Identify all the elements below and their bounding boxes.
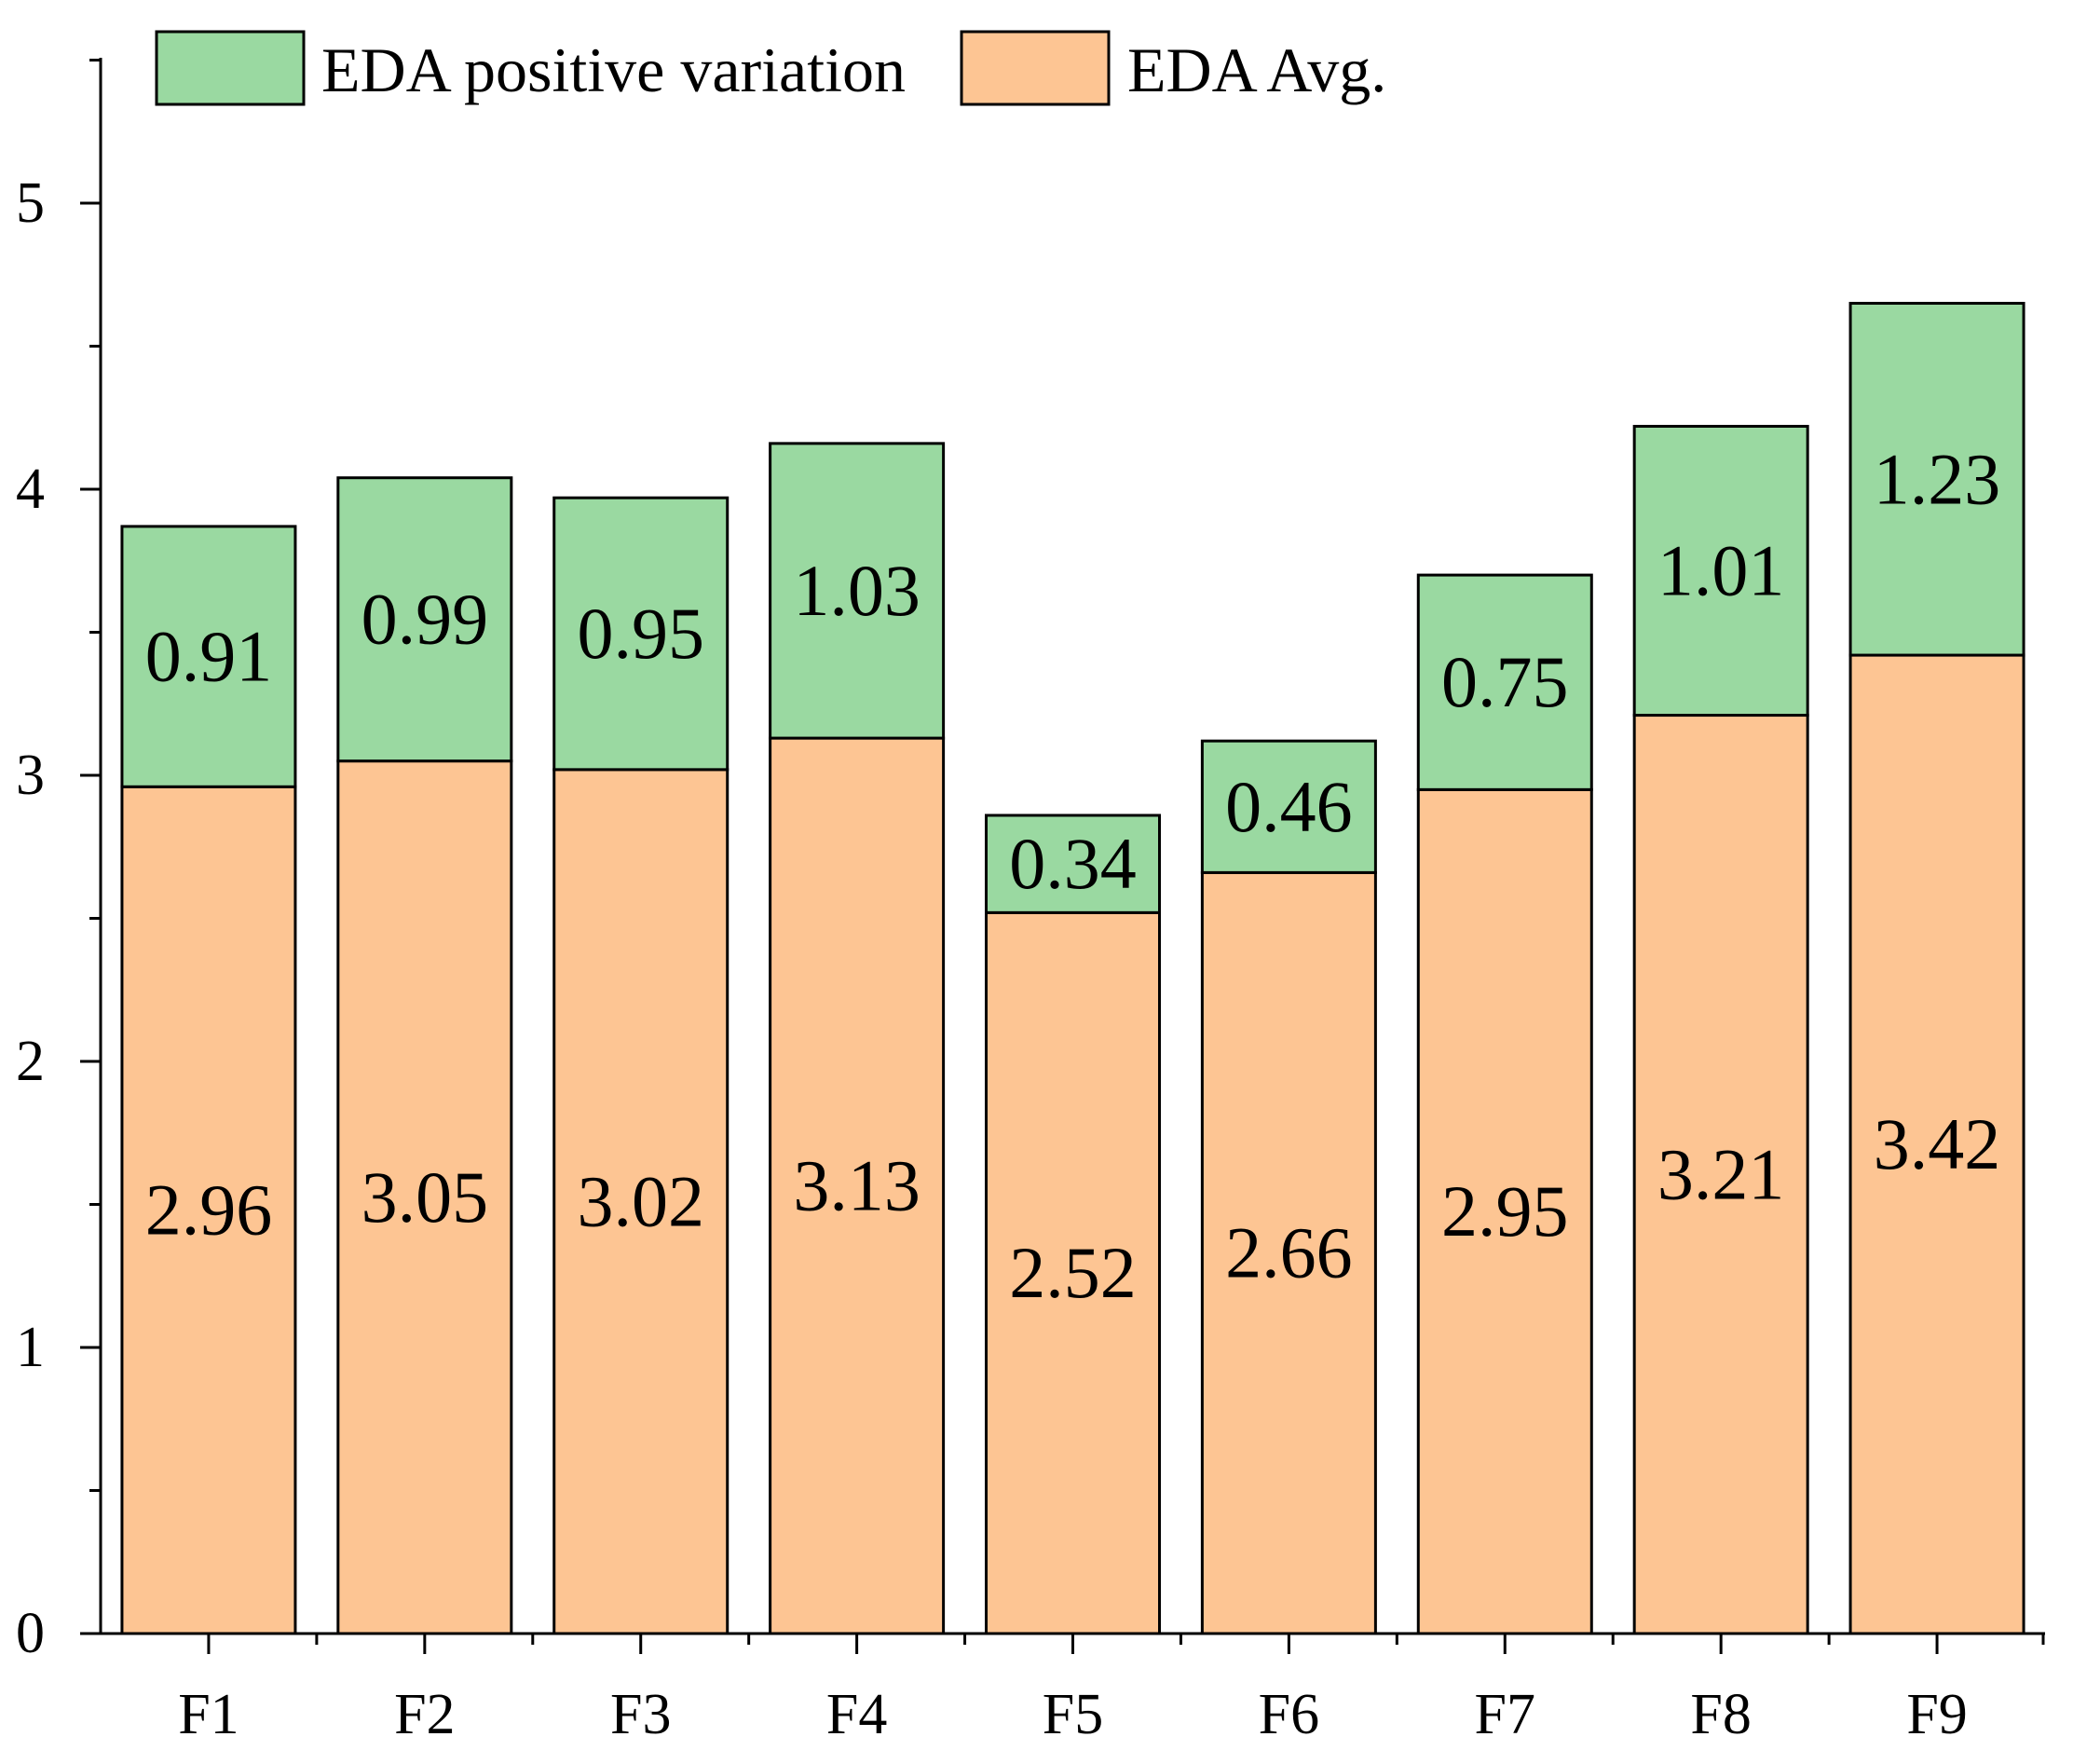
x-tick-label-f9: F9 — [1906, 1683, 1967, 1746]
bar-eda-avg-f9 — [1848, 653, 2025, 1635]
y-tick-label: 0 — [16, 1602, 45, 1665]
data-label-eda-positive-variation-f5: 0.34 — [1009, 823, 1137, 904]
x-tick-label-f8: F8 — [1690, 1683, 1751, 1746]
data-label-eda-avg-f2: 3.05 — [361, 1156, 489, 1238]
bar-group-f7: 2.95 0.75 — [1416, 573, 1593, 1635]
legend-label: EDA Avg. — [1127, 34, 1386, 105]
bar-eda-positive-variation-f6 — [1200, 739, 1377, 874]
bar-group-f4: 3.13 1.03 — [769, 442, 946, 1635]
bar-eda-positive-variation-f2 — [336, 476, 513, 763]
data-label-eda-avg-f1: 2.96 — [145, 1169, 273, 1251]
bar-group-f3: 3.02 0.95 — [552, 496, 730, 1635]
legend-swatch — [960, 30, 1111, 106]
axes-layer: 0 1 2 3 4 5 F1 F2 F3 F4 F5 F6 F7 F8 F9 — [16, 58, 2045, 1746]
y-tick-label: 2 — [16, 1030, 45, 1093]
y-tick-label: 4 — [16, 458, 45, 521]
data-label-eda-positive-variation-f9: 1.23 — [1874, 438, 2001, 519]
legend-item-eda-positive-variation: EDA positive variation — [155, 30, 906, 106]
bar-eda-positive-variation-f7 — [1416, 573, 1593, 791]
legend-swatch — [155, 30, 306, 106]
bar-group-f6: 2.66 0.46 — [1200, 739, 1377, 1635]
y-tick-label: 1 — [16, 1316, 45, 1379]
legend: EDA positive variation EDA Avg. — [155, 30, 1386, 106]
bar-eda-positive-variation-f3 — [552, 496, 730, 772]
x-tick-label-f1: F1 — [178, 1683, 239, 1746]
bar-group-f8: 3.21 1.01 — [1632, 424, 1809, 1635]
legend-item-eda-avg: EDA Avg. — [960, 30, 1386, 106]
data-label-eda-positive-variation-f3: 0.95 — [577, 593, 704, 674]
bar-group-f5: 2.52 0.34 — [985, 814, 1161, 1635]
data-label-eda-positive-variation-f7: 0.75 — [1441, 641, 1569, 722]
x-tick-label-f3: F3 — [610, 1683, 671, 1746]
x-tick-label-f5: F5 — [1043, 1683, 1103, 1746]
bar-group-f9: 3.42 1.23 — [1848, 301, 2025, 1635]
bars-layer: 2.96 0.91 3.05 0.99 3.02 0.95 3.13 1.03 2.52 0.34… — [120, 301, 2025, 1635]
legend-label: EDA positive variation — [321, 34, 906, 105]
data-label-eda-positive-variation-f2: 0.99 — [361, 579, 489, 660]
x-tick-label-f4: F4 — [826, 1683, 887, 1746]
data-label-eda-positive-variation-f6: 0.46 — [1225, 766, 1353, 847]
y-tick-label: 3 — [16, 744, 45, 807]
bar-eda-positive-variation-f9 — [1848, 301, 2025, 657]
bar-group-f1: 2.96 0.91 — [120, 525, 297, 1635]
bar-eda-positive-variation-f1 — [120, 525, 297, 788]
bar-eda-avg-f7 — [1416, 787, 1593, 1635]
data-label-eda-positive-variation-f4: 1.03 — [793, 550, 921, 631]
data-label-eda-avg-f6: 2.66 — [1225, 1212, 1353, 1293]
data-label-eda-avg-f7: 2.95 — [1441, 1170, 1569, 1251]
data-label-eda-avg-f8: 3.21 — [1657, 1133, 1785, 1214]
bar-eda-positive-variation-f8 — [1632, 424, 1809, 718]
bar-eda-avg-f1 — [120, 785, 297, 1635]
bar-eda-positive-variation-f4 — [769, 442, 946, 740]
bar-group-f2: 3.05 0.99 — [336, 476, 513, 1635]
bar-eda-avg-f3 — [552, 768, 730, 1635]
data-label-eda-positive-variation-f8: 1.01 — [1657, 529, 1785, 610]
x-tick-label-f7: F7 — [1475, 1683, 1535, 1746]
data-label-eda-avg-f5: 2.52 — [1009, 1232, 1137, 1313]
bar-eda-avg-f6 — [1200, 870, 1377, 1635]
data-label-eda-avg-f9: 3.42 — [1874, 1103, 2001, 1184]
x-tick-label-f2: F2 — [394, 1683, 455, 1746]
y-tick-label: 5 — [16, 171, 45, 235]
bar-eda-avg-f8 — [1632, 714, 1809, 1635]
data-label-eda-avg-f3: 3.02 — [577, 1160, 704, 1241]
x-tick-label-f6: F6 — [1259, 1683, 1319, 1746]
data-label-eda-avg-f4: 3.13 — [793, 1145, 921, 1226]
bar-eda-positive-variation-f5 — [985, 814, 1161, 914]
data-label-eda-positive-variation-f1: 0.91 — [145, 616, 273, 697]
